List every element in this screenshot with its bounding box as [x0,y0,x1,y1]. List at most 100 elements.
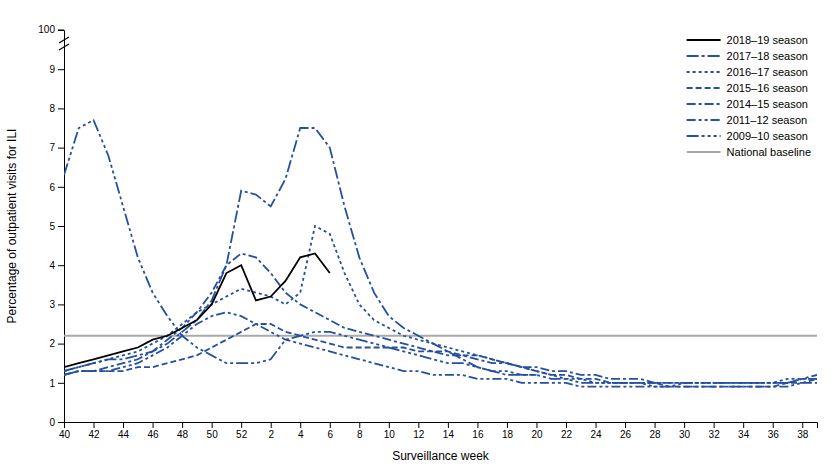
x-tick-mark [271,422,272,428]
x-tick: 44 [118,422,130,440]
x-tick-mark [566,422,567,428]
x-tick-label: 46 [148,429,160,440]
y-tick-mark [58,108,64,109]
x-tick-label: 10 [384,429,396,440]
x-tick-mark [123,422,124,428]
legend-swatch [687,55,721,57]
x-tick-label: 8 [357,429,363,440]
x-tick-label: 28 [650,429,662,440]
y-tick-label: 4 [49,260,55,271]
x-tick: 8 [357,422,363,440]
y-tick-label: 2 [49,338,55,349]
legend: 2018–19 season 2017–18 season 2016–17 seas… [687,34,811,158]
y-tick-mark [58,304,64,305]
x-tick-label: 14 [443,429,455,440]
x-tick: 6 [327,422,333,440]
series-line [64,253,330,367]
x-tick: 22 [561,422,573,440]
x-tick-mark [153,422,154,428]
x-tick-mark [477,422,478,428]
x-tick-mark [300,422,301,428]
x-axis: 4042444648505224681012141618202224262830… [59,422,818,440]
x-tick-label: 40 [59,429,71,440]
x-tick-mark [359,422,360,428]
x-tick-mark [684,422,685,428]
y-tick-mark [58,148,64,149]
legend-label: 2011–12 season [727,114,808,126]
x-tick-label: 48 [177,429,189,440]
x-tick-label: 42 [88,429,100,440]
x-tick: 10 [384,422,396,440]
x-tick-label: 4 [298,429,304,440]
x-tick-label: 18 [502,429,514,440]
x-tick-mark [773,422,774,428]
x-tick-label: 16 [472,429,484,440]
legend-item: 2018–19 season [687,34,808,46]
x-tick-label: 50 [207,429,219,440]
legend-swatch [687,103,721,105]
x-tick-label: 30 [679,429,691,440]
x-tick: 40 [59,422,71,440]
x-tick-label: 44 [118,429,130,440]
x-tick-mark [94,422,95,428]
y-tick-label: 1 [49,378,55,389]
x-tick-label: 24 [590,429,602,440]
x-tick-label: 2 [268,429,274,440]
x-tick-label: 36 [768,429,780,440]
legend-item: 2009–10 season [687,130,808,142]
x-tick: 28 [650,422,662,440]
x-tick: 50 [207,422,219,440]
x-tick-label: 32 [709,429,721,440]
legend-swatch [687,151,721,153]
x-tick: 2 [268,422,274,440]
axis-break-mark [59,44,69,50]
x-tick-mark [743,422,744,428]
legend-label: 2017–18 season [727,50,808,62]
y-tick-mark [58,226,64,227]
x-tick-mark [714,422,715,428]
legend-item: 2015–16 season [687,82,808,94]
y-tick-label: 8 [49,103,55,114]
annotation: 100 [38,24,55,35]
x-tick-mark [802,422,803,428]
legend-item: National baseline [687,146,811,158]
legend-label: 2009–10 season [727,130,808,142]
legend-swatch [687,87,721,89]
x-tick: 42 [88,422,100,440]
legend-swatch [687,71,721,73]
x-tick-label: 22 [561,429,573,440]
legend-item: 2011–12 season [687,114,808,126]
plot: 4042444648505224681012141618202224262830… [38,24,817,440]
axis-break-mark [59,37,69,43]
y-tick-label: 7 [49,142,55,153]
x-tick: 34 [738,422,750,440]
legend-item: 2017–18 season [687,50,808,62]
x-tick: 52 [236,422,248,440]
y-tick: 7 [49,142,64,153]
x-tick-mark [507,422,508,428]
y-tick: 9 [49,64,64,75]
legend-label: 2016–17 season [727,66,808,78]
legend-label: 2018–19 season [727,34,808,46]
x-tick: 38 [797,422,809,440]
y-tick-mark [58,69,64,70]
y-tick-label: 3 [49,299,55,310]
legend-item: 2016–17 season [687,66,808,78]
x-tick: 24 [590,422,602,440]
x-tick: 20 [531,422,543,440]
x-tick: 12 [413,422,425,440]
x-tick: 18 [502,422,514,440]
x-tick-mark [389,422,390,428]
x-tick: 16 [472,422,484,440]
y-axis-title: Percentage of outpatient visits for ILI [5,129,19,324]
series-line [64,312,817,386]
x-tick-label: 12 [413,429,425,440]
y-tick-mark [58,344,64,345]
y-tick: 5 [49,221,64,232]
x-tick: 4 [298,422,304,440]
x-tick-label: 26 [620,429,632,440]
y-axis-line [58,31,65,423]
legend-swatch [687,119,721,121]
x-tick-label: 20 [531,429,543,440]
y-tick-mark [58,265,64,266]
